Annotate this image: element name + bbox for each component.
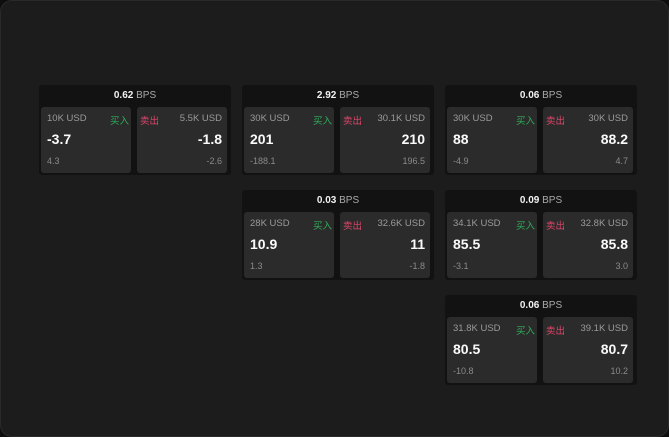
- buy-label: 买入: [515, 116, 535, 127]
- sell-change: 196.5: [402, 156, 425, 166]
- spread-value: 0.06: [519, 90, 540, 101]
- spread-value: 2.92: [316, 90, 337, 101]
- sell-price: -1.8: [197, 131, 222, 147]
- buy-change: 1.3: [250, 261, 263, 271]
- spread-value: 0.62: [113, 90, 134, 101]
- sell-label: 卖出: [546, 116, 566, 127]
- buy-price: -3.7: [47, 131, 72, 147]
- sell-panel[interactable]: 卖出 32.8K USD 85.8 3.0: [543, 212, 633, 278]
- sell-price: 85.8: [600, 236, 628, 252]
- sell-price: 80.7: [600, 341, 628, 357]
- buy-label: 买入: [109, 116, 129, 127]
- spread-unit: BPS: [542, 195, 563, 206]
- spread-unit: BPS: [542, 90, 563, 101]
- buy-amount: 10K USD: [47, 113, 87, 124]
- sell-panel[interactable]: 卖出 30K USD 88.2 4.7: [543, 107, 633, 173]
- sell-change: -2.6: [206, 156, 222, 166]
- spread-unit: BPS: [136, 90, 157, 101]
- buy-amount: 30K USD: [250, 113, 290, 124]
- spread-header: 0.62 BPS: [39, 85, 231, 106]
- buy-price: 10.9: [250, 236, 278, 252]
- spread-header: 0.06 BPS: [445, 295, 637, 316]
- buy-label: 买入: [515, 221, 535, 232]
- buy-price: 80.5: [453, 341, 481, 357]
- buy-price: 85.5: [453, 236, 481, 252]
- buy-label: 买入: [312, 221, 332, 232]
- buy-label: 买入: [515, 326, 535, 337]
- buy-change: 4.3: [47, 156, 60, 166]
- buy-price: 201: [250, 131, 274, 147]
- spread-unit: BPS: [339, 90, 360, 101]
- sell-panel[interactable]: 卖出 5.5K USD -1.8 -2.6: [137, 107, 227, 173]
- buy-amount: 30K USD: [453, 113, 493, 124]
- buy-panel[interactable]: 30K USD 买入 201 -188.1: [244, 107, 334, 173]
- quote-card: 0.06 BPS 31.8K USD 买入 80.5 -10.8 卖出 39.1…: [445, 295, 637, 385]
- buy-panel[interactable]: 34.1K USD 买入 85.5 -3.1: [447, 212, 537, 278]
- spread-header: 0.03 BPS: [242, 190, 434, 211]
- buy-panel[interactable]: 30K USD 买入 88 -4.9: [447, 107, 537, 173]
- sell-amount: 5.5K USD: [179, 113, 222, 124]
- sell-label: 卖出: [546, 326, 566, 337]
- quote-card: 0.09 BPS 34.1K USD 买入 85.5 -3.1 卖出 32.8K…: [445, 190, 637, 280]
- buy-label: 买入: [312, 116, 332, 127]
- spread-value: 0.06: [519, 300, 540, 311]
- sell-label: 卖出: [343, 221, 363, 232]
- spread-unit: BPS: [542, 300, 563, 311]
- spread-unit: BPS: [339, 195, 360, 206]
- buy-amount: 34.1K USD: [453, 218, 501, 229]
- buy-amount: 28K USD: [250, 218, 290, 229]
- quote-card: 0.06 BPS 30K USD 买入 88 -4.9 卖出 30K USD 8…: [445, 85, 637, 175]
- sell-price: 11: [410, 236, 425, 252]
- sell-change: -1.8: [409, 261, 425, 271]
- sell-price: 210: [401, 131, 425, 147]
- sell-amount: 30.1K USD: [377, 113, 425, 124]
- buy-panel[interactable]: 28K USD 买入 10.9 1.3: [244, 212, 334, 278]
- sell-panel[interactable]: 卖出 32.6K USD 11 -1.8: [340, 212, 430, 278]
- sell-amount: 39.1K USD: [580, 323, 628, 334]
- sell-amount: 30K USD: [588, 113, 628, 124]
- spread-value: 0.03: [316, 195, 337, 206]
- buy-amount: 31.8K USD: [453, 323, 501, 334]
- quote-card: 2.92 BPS 30K USD 买入 201 -188.1 卖出 30.1K …: [242, 85, 434, 175]
- sell-label: 卖出: [546, 221, 566, 232]
- sell-change: 4.7: [615, 156, 628, 166]
- sell-label: 卖出: [140, 116, 160, 127]
- buy-change: -10.8: [453, 366, 474, 376]
- sell-panel[interactable]: 卖出 30.1K USD 210 196.5: [340, 107, 430, 173]
- spread-value: 0.09: [519, 195, 540, 206]
- buy-change: -4.9: [453, 156, 469, 166]
- sell-change: 10.2: [610, 366, 628, 376]
- sell-amount: 32.6K USD: [377, 218, 425, 229]
- sell-amount: 32.8K USD: [580, 218, 628, 229]
- buy-panel[interactable]: 31.8K USD 买入 80.5 -10.8: [447, 317, 537, 383]
- buy-change: -3.1: [453, 261, 469, 271]
- buy-panel[interactable]: 10K USD 买入 -3.7 4.3: [41, 107, 131, 173]
- sell-price: 88.2: [600, 131, 628, 147]
- buy-change: -188.1: [250, 156, 276, 166]
- quote-card: 0.62 BPS 10K USD 买入 -3.7 4.3 卖出 5.5K USD…: [39, 85, 231, 175]
- spread-header: 2.92 BPS: [242, 85, 434, 106]
- sell-change: 3.0: [615, 261, 628, 271]
- spread-header: 0.06 BPS: [445, 85, 637, 106]
- buy-price: 88: [453, 131, 469, 147]
- sell-label: 卖出: [343, 116, 363, 127]
- spread-header: 0.09 BPS: [445, 190, 637, 211]
- quote-card: 0.03 BPS 28K USD 买入 10.9 1.3 卖出 32.6K US…: [242, 190, 434, 280]
- sell-panel[interactable]: 卖出 39.1K USD 80.7 10.2: [543, 317, 633, 383]
